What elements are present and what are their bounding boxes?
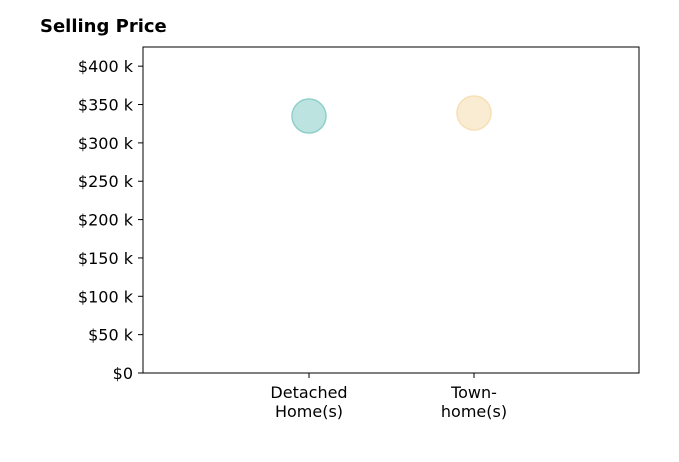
y-tick-label: $300 k	[78, 134, 134, 153]
plot-area	[142, 46, 640, 374]
data-points	[291, 95, 492, 134]
y-tick-label: $150 k	[78, 249, 134, 268]
x-axis: Detached Home(s) Town-home(s)	[270, 373, 507, 421]
y-tick-label: $250 k	[78, 172, 134, 191]
y-tick-label: $100 k	[78, 287, 134, 306]
y-tick-label: $350 k	[78, 96, 134, 115]
y-tick-label: $400 k	[78, 57, 134, 76]
y-tick-label: $0	[113, 364, 133, 383]
chart-title: Selling Price	[40, 16, 167, 37]
data-point	[456, 95, 492, 131]
y-tick-label: $50 k	[88, 326, 134, 345]
y-tick-label: $200 k	[78, 211, 134, 230]
y-axis: $0 $50 k $100 k $150 k $200 k $250 k $300 k $35…	[78, 57, 143, 383]
x-tick-label: Detached Home(s)	[270, 383, 347, 421]
data-point	[291, 98, 327, 134]
x-tick-label: Town-home(s)	[441, 383, 507, 421]
